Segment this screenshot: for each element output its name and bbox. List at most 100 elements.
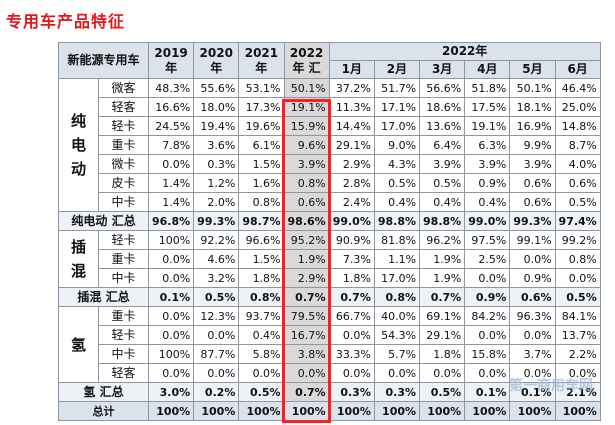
table-row: 中卡 1.4% 2.0% 0.8% 0.6% 2.4% 0.4% 0.4% 0.4% 0.6% 0.… xyxy=(59,192,601,212)
cell-value: 0.3% xyxy=(193,154,240,174)
cell-value: 0.9% xyxy=(464,173,511,193)
summary-value: 0.1% xyxy=(464,382,511,402)
summary-value: 0.2% xyxy=(193,382,240,402)
cell-value: 0.0% xyxy=(147,363,195,383)
row-label: 轻卡 xyxy=(98,325,149,345)
summary-label: 氢 汇总 xyxy=(58,382,149,402)
cell-value: 79.5% xyxy=(283,306,330,326)
cell-value: 15.8% xyxy=(464,344,511,364)
cell-value: 2.2% xyxy=(554,344,601,364)
cell-value: 99.1% xyxy=(509,230,556,250)
cell-value: 2.9% xyxy=(328,154,375,174)
cell-value: 0.8% xyxy=(238,192,285,212)
total-value: 100% xyxy=(328,401,375,421)
summary-value: 98.8% xyxy=(373,211,421,231)
row-label: 皮卡 xyxy=(98,173,149,193)
cell-value: 0.0% xyxy=(147,325,195,345)
group-label: 氢 xyxy=(58,306,99,383)
cell-value: 17.0% xyxy=(373,268,421,288)
row-label: 中卡 xyxy=(98,268,149,288)
group-label: 插混 xyxy=(58,230,99,288)
cell-value: 100% xyxy=(147,230,195,250)
cell-value: 4.0% xyxy=(554,154,601,174)
total-value: 100% xyxy=(464,401,511,421)
cell-value: 0.0% xyxy=(238,363,285,383)
cell-value: 3.7% xyxy=(509,344,556,364)
summary-value: 98.7% xyxy=(238,211,285,231)
cell-value: 0.0% xyxy=(554,363,601,383)
row-label: 中卡 xyxy=(98,192,149,212)
year-header: 2019年 xyxy=(147,42,195,79)
summary-value: 0.7% xyxy=(283,287,330,307)
cell-value: 50.1% xyxy=(509,78,556,98)
row-label: 轻客 xyxy=(98,363,149,383)
cell-value: 0.0% xyxy=(328,363,375,383)
month-header: 2月 xyxy=(373,60,421,79)
cell-value: 9.9% xyxy=(509,135,556,155)
cell-value: 2.9% xyxy=(283,268,330,288)
year-header: 2022年 汇 xyxy=(283,42,330,79)
table-row: 纯电动 微客 48.3% 55.6% 53.1% 50.1% 37.2% 51.7% 56.6%… xyxy=(58,78,601,212)
cell-value: 40.0% xyxy=(373,306,421,326)
table-row: 轻卡 24.5% 19.4% 19.6% 15.9% 14.4% 17.0% 13.6% 19.… xyxy=(59,116,601,136)
cell-value: 3.8% xyxy=(283,344,330,364)
cell-value: 7.3% xyxy=(328,249,375,269)
cell-value: 69.1% xyxy=(419,306,466,326)
summary-value: 99.3% xyxy=(509,211,556,231)
cell-value: 95.2% xyxy=(283,230,330,250)
cell-value: 14.8% xyxy=(554,116,601,136)
summary-value: 96.8% xyxy=(147,211,195,231)
summary-value: 97.4% xyxy=(554,211,601,231)
total-value: 100% xyxy=(193,401,240,421)
cell-value: 17.0% xyxy=(373,116,421,136)
summary-value: 0.8% xyxy=(373,287,421,307)
cell-value: 0.0% xyxy=(193,363,240,383)
cell-value: 6.4% xyxy=(419,135,466,155)
cell-value: 0.6% xyxy=(554,173,601,193)
cell-value: 0.9% xyxy=(509,268,556,288)
row-label: 微客 xyxy=(98,78,149,98)
table-row: 轻客 0.0% 0.0% 0.0% 0.0% 0.0% 0.0% 0.0% 0.0% 0.0% 0.… xyxy=(59,363,601,383)
cell-value: 3.6% xyxy=(193,135,240,155)
cell-value: 81.8% xyxy=(373,230,421,250)
summary-value: 98.6% xyxy=(283,211,330,231)
header-row-years: 新能源专用车 2019年 2020年 2021年 2022年 汇 2022年 xyxy=(58,42,601,79)
cell-value: 17.1% xyxy=(373,97,421,117)
cell-value: 3.9% xyxy=(509,154,556,174)
total-value: 100% xyxy=(238,401,285,421)
cell-value: 48.3% xyxy=(147,78,195,98)
summary-value: 99.3% xyxy=(193,211,240,231)
summary-value: 99.0% xyxy=(328,211,375,231)
total-row: 总计 100% 100% 100% 100% 100% 100% 100% 100% 100% 10… xyxy=(58,401,601,421)
cell-value: 53.1% xyxy=(238,78,285,98)
cell-value: 9.0% xyxy=(373,135,421,155)
cell-value: 56.6% xyxy=(419,78,466,98)
cell-value: 25.0% xyxy=(554,97,601,117)
cell-value: 9.6% xyxy=(283,135,330,155)
row-label: 轻客 xyxy=(98,97,149,117)
year-header: 2021年 xyxy=(238,42,285,79)
header-row-months: 1月 2月 3月 4月 5月 6月 xyxy=(59,60,601,79)
page-title: 专用车产品特征 xyxy=(6,12,126,31)
table-row: 重卡 7.8% 3.6% 6.1% 9.6% 29.1% 9.0% 6.4% 6.3% 9.9% 8… xyxy=(59,135,601,155)
cell-value: 0.0% xyxy=(509,325,556,345)
group-2022-header: 2022年 xyxy=(328,42,601,61)
table-row: 轻卡 0.0% 0.0% 0.4% 16.7% 0.0% 54.3% 29.1% 0.0% 0.0… xyxy=(59,325,601,345)
row-label: 重卡 xyxy=(98,249,149,269)
month-header: 3月 xyxy=(419,60,466,79)
cell-value: 1.5% xyxy=(238,249,285,269)
cell-value: 0.0% xyxy=(554,268,601,288)
total-value: 100% xyxy=(373,401,421,421)
cell-value: 0.4% xyxy=(238,325,285,345)
cell-value: 0.0% xyxy=(464,363,511,383)
cell-value: 1.9% xyxy=(419,268,466,288)
cell-value: 2.0% xyxy=(193,192,240,212)
cell-value: 0.0% xyxy=(419,363,466,383)
cell-value: 1.4% xyxy=(147,173,195,193)
row-label: 轻卡 xyxy=(98,230,149,250)
cell-value: 0.4% xyxy=(464,192,511,212)
cell-value: 1.8% xyxy=(328,268,375,288)
cell-value: 96.6% xyxy=(238,230,285,250)
cell-value: 4.6% xyxy=(193,249,240,269)
cell-value: 1.5% xyxy=(238,154,285,174)
